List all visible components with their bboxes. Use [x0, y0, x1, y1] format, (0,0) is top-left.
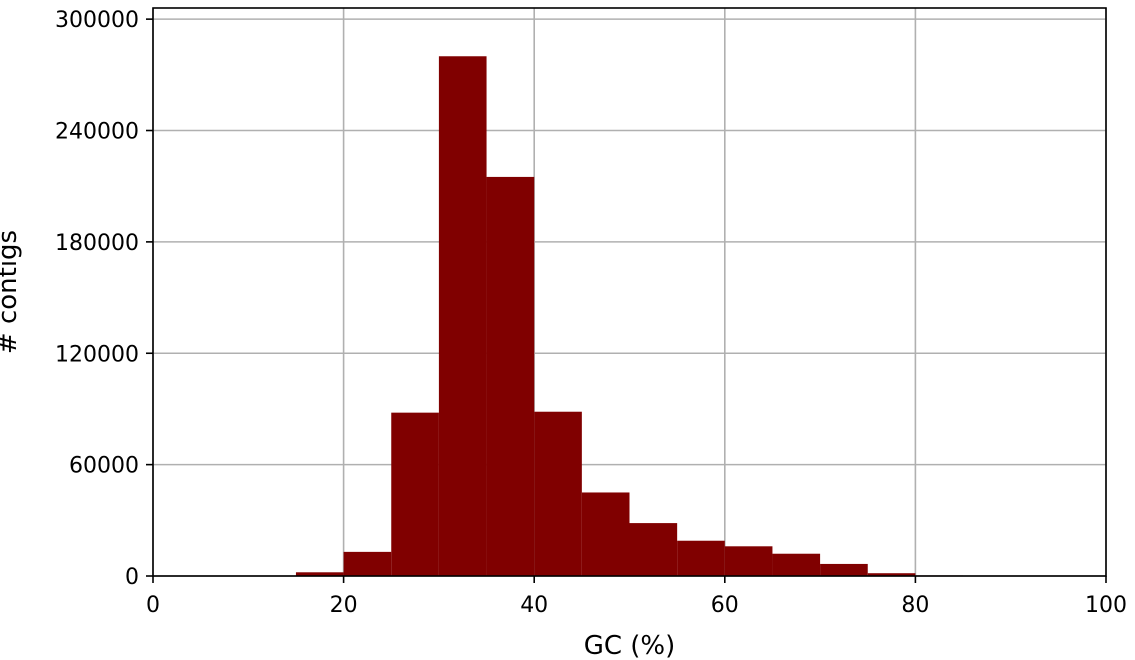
histogram-bar	[534, 411, 582, 576]
histogram-bar	[391, 412, 439, 576]
y-tick-label: 180000	[55, 231, 139, 256]
x-axis-label: GC (%)	[584, 631, 676, 660]
y-axis-ticks: 0 60000 120000 180000 240000 300000	[55, 8, 153, 590]
histogram-bar	[677, 540, 725, 576]
x-tick-label: 80	[901, 593, 929, 618]
histogram-bar	[438, 56, 487, 577]
histogram-bars	[295, 56, 1011, 577]
x-tick-label: 100	[1085, 593, 1127, 618]
x-tick-label: 0	[146, 593, 160, 618]
histogram-bar	[581, 492, 630, 576]
histogram-bar	[867, 573, 916, 576]
plot-frame	[152, 7, 1107, 577]
histogram-bar	[629, 523, 678, 576]
x-axis-ticks: 0 20 40 60 80 100	[146, 576, 1127, 618]
y-axis-label: # contigs	[0, 230, 23, 354]
y-tick-label: 60000	[69, 454, 139, 479]
y-tick-label: 0	[125, 565, 139, 590]
histogram-bar	[343, 551, 392, 576]
histogram-bar	[486, 176, 535, 576]
histogram-bar	[820, 563, 868, 576]
grid-lines	[152, 8, 1107, 577]
y-tick-label: 240000	[55, 120, 139, 145]
x-tick-label: 40	[520, 593, 548, 618]
y-tick-label: 120000	[55, 342, 139, 367]
histogram-bar	[724, 546, 773, 576]
histogram-bar	[295, 572, 344, 576]
histogram-bar	[772, 553, 821, 576]
x-tick-label: 60	[711, 593, 739, 618]
y-tick-label: 300000	[55, 8, 139, 33]
x-tick-label: 20	[330, 593, 358, 618]
